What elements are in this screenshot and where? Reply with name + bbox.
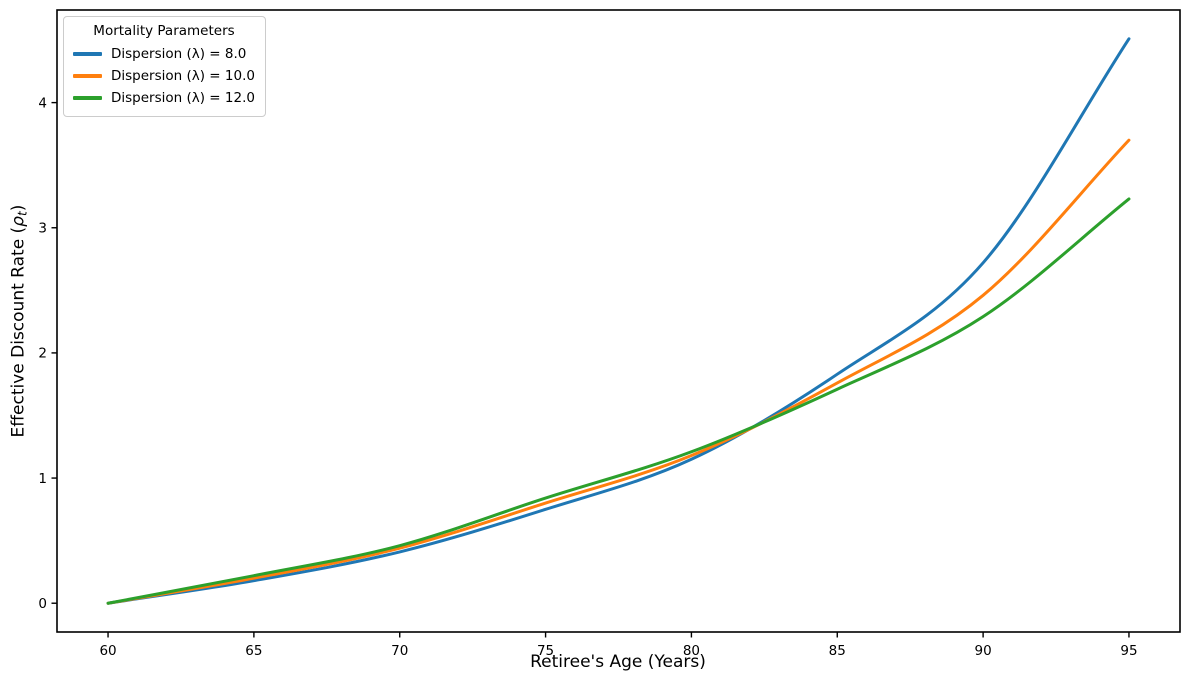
y-tick-label: 1 — [38, 471, 47, 487]
legend-line-swatch — [73, 96, 102, 100]
y-tick-label: 3 — [38, 220, 47, 236]
legend-line-swatch — [73, 52, 102, 56]
legend-entry: Dispersion (λ) = 12.0 — [73, 87, 255, 109]
rho-subscript: t — [15, 211, 30, 217]
series-line — [106, 138, 1131, 605]
y-tick-label: 2 — [38, 346, 47, 362]
y-axis-label-close: ) — [8, 204, 29, 212]
x-tick-label: 80 — [683, 643, 700, 659]
y-axis-label-text: Effective Discount Rate ( — [8, 226, 29, 438]
y-axis-label: Effective Discount Rate (ρt) — [8, 205, 29, 438]
legend-entry: Dispersion (λ) = 10.0 — [73, 65, 255, 87]
x-tick-label: 75 — [537, 643, 554, 659]
x-tick-label: 95 — [1120, 643, 1137, 659]
legend-entry-label: Dispersion (λ) = 8.0 — [111, 46, 247, 62]
legend: Mortality Parameters Dispersion (λ) = 8.… — [63, 16, 266, 117]
legend-entry: Dispersion (λ) = 8.0 — [73, 43, 255, 65]
x-tick-label: 90 — [975, 643, 992, 659]
axes-frame — [56, 9, 1181, 633]
x-tick-label: 60 — [99, 643, 116, 659]
x-tick-label: 85 — [829, 643, 846, 659]
legend-line-swatch — [73, 74, 102, 78]
x-axis-label: Retiree's Age (Years) — [530, 652, 706, 672]
x-tick-label: 65 — [245, 643, 262, 659]
y-tick-label: 4 — [38, 95, 47, 111]
legend-entry-label: Dispersion (λ) = 10.0 — [111, 68, 255, 84]
y-tick-label: 0 — [38, 596, 47, 612]
rho-symbol: ρ — [8, 216, 29, 227]
series-line — [106, 37, 1131, 605]
x-tick-label: 70 — [391, 643, 408, 659]
legend-entry-label: Dispersion (λ) = 12.0 — [111, 90, 255, 106]
series-line — [106, 197, 1131, 605]
legend-title: Mortality Parameters — [93, 23, 235, 39]
